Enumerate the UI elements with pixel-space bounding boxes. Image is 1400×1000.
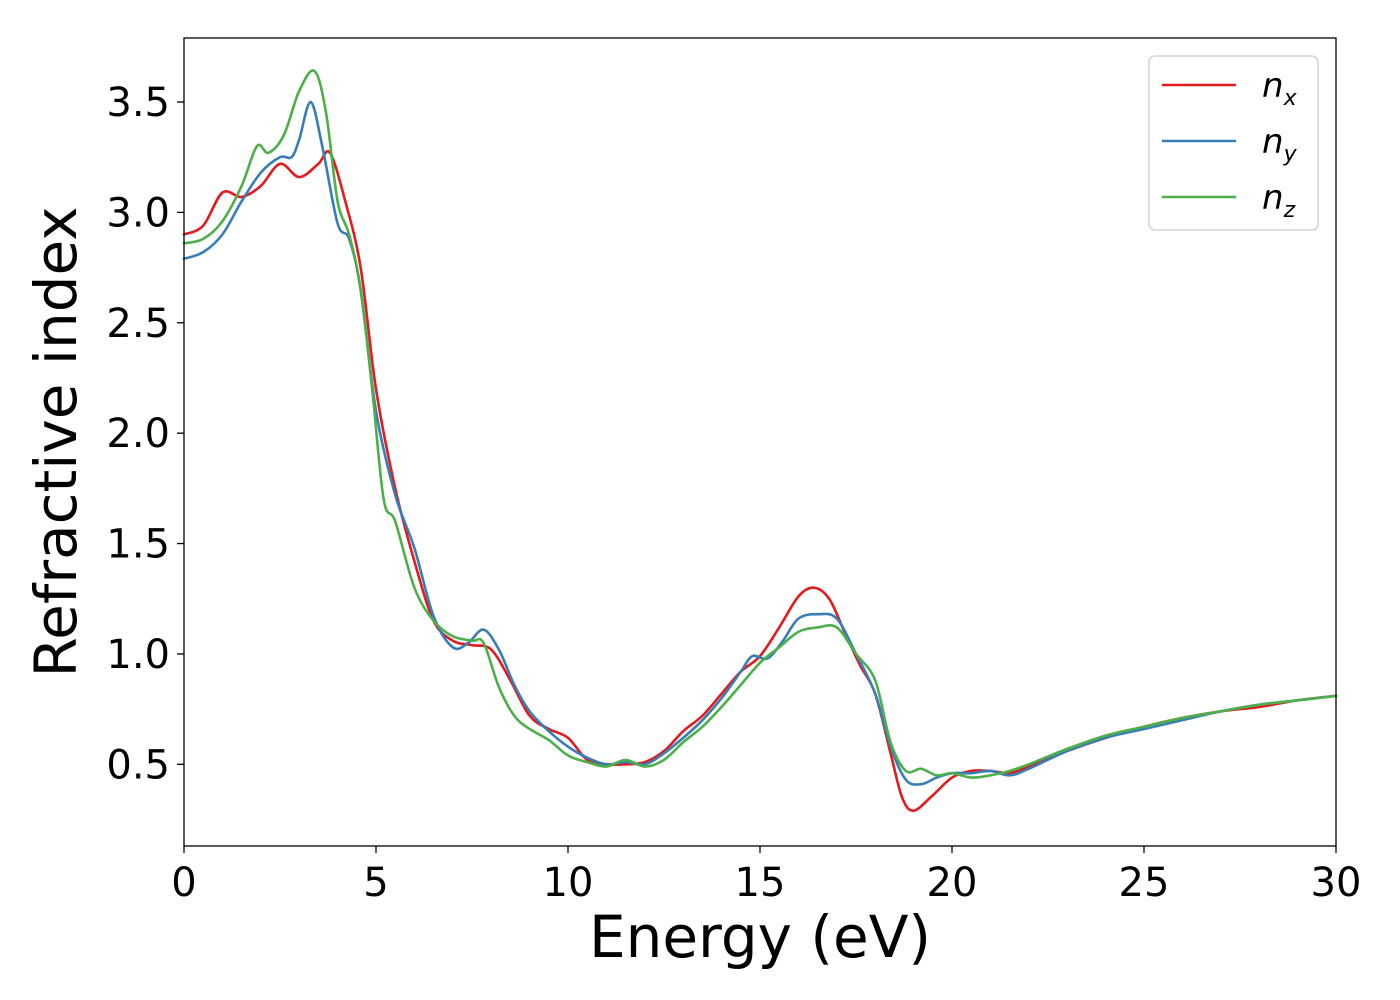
- legend-box: [1148, 55, 1319, 231]
- legend-label-nx: nx: [1262, 66, 1298, 111]
- series-layer: [182, 69, 1338, 812]
- legend-entries: nx ny nz: [1162, 66, 1298, 223]
- y-tick-label: 0.5: [106, 742, 170, 788]
- y-tick-label: 2.5: [106, 301, 170, 347]
- y-tick-label: 3.0: [106, 190, 170, 236]
- x-axis-ticks: 0 5 10 15 20 25 30: [171, 846, 1361, 906]
- x-tick-label: 30: [1311, 860, 1362, 906]
- x-tick-label: 0: [171, 860, 196, 906]
- y-axis-ticks: 0.5 1.0 1.5 2.0 2.5 3.0 3.5: [106, 80, 184, 788]
- x-tick-label: 5: [363, 860, 388, 906]
- legend-label-ny: ny: [1262, 122, 1298, 167]
- x-tick-label: 15: [735, 860, 786, 906]
- x-axis-label: Energy (eV): [589, 903, 931, 971]
- y-tick-label: 1.0: [106, 632, 170, 678]
- legend: nx ny nz: [1148, 55, 1319, 231]
- x-tick-label: 10: [543, 860, 594, 906]
- y-axis-label: Refractive index: [22, 206, 90, 677]
- y-tick-label: 3.5: [106, 80, 170, 126]
- y-tick-label: 2.0: [106, 411, 170, 457]
- series-line-nz: [182, 69, 1338, 779]
- legend-label-nz: nz: [1262, 178, 1296, 223]
- y-tick-label: 1.5: [106, 522, 170, 568]
- x-tick-label: 25: [1119, 860, 1170, 906]
- series-line-ny: [182, 100, 1338, 786]
- x-tick-label: 20: [927, 860, 978, 906]
